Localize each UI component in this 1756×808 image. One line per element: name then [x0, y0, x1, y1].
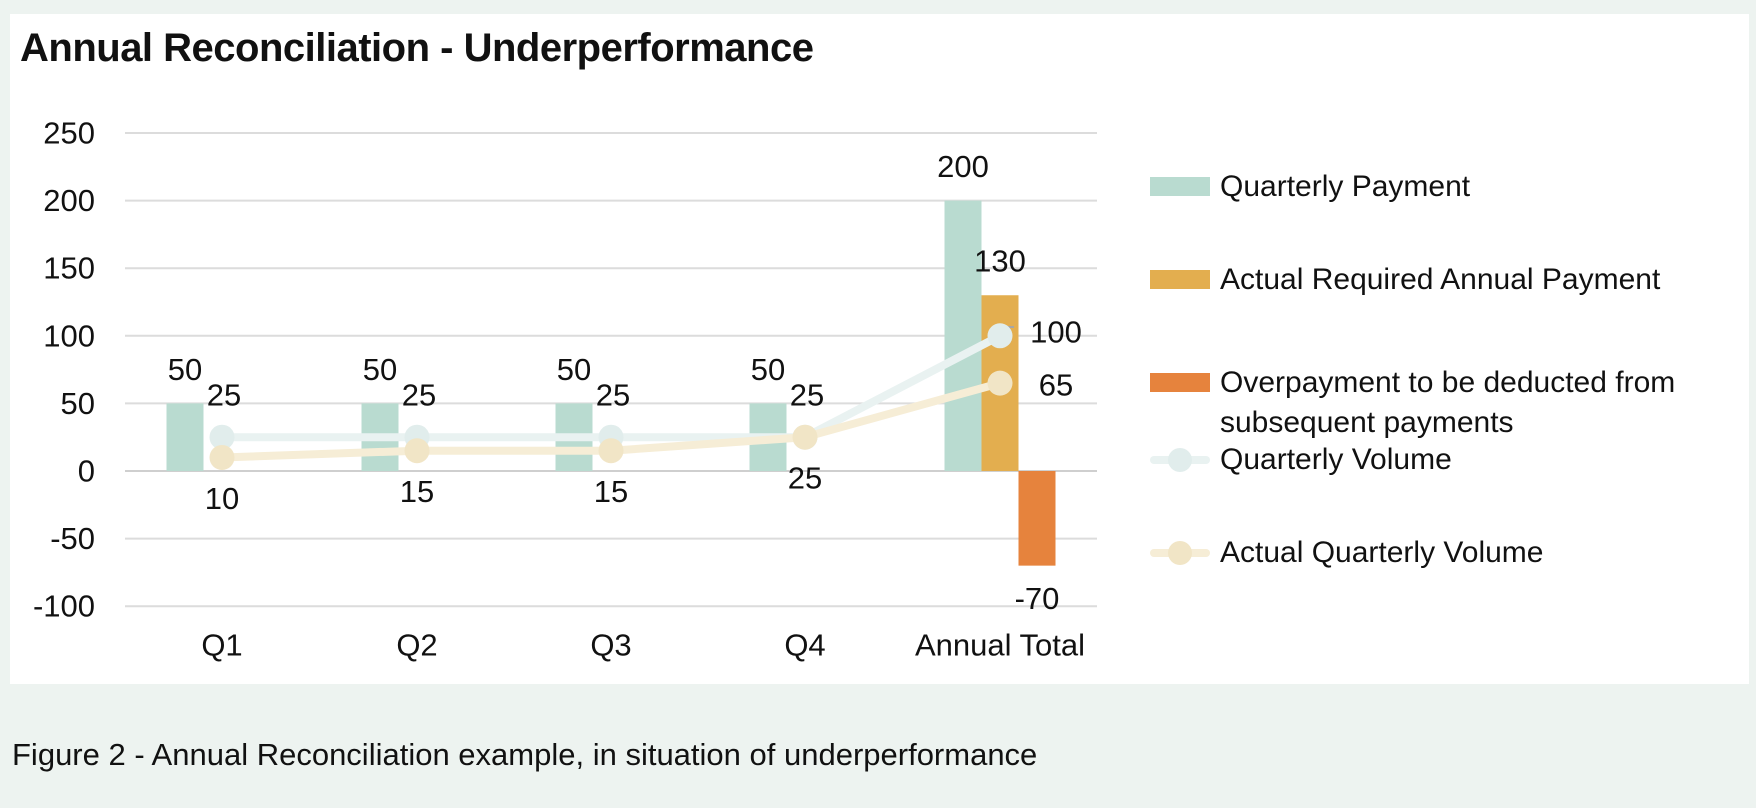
- line-data-label: 25: [207, 378, 241, 413]
- line-marker: [987, 323, 1013, 349]
- y-tick-label: 0: [78, 454, 95, 489]
- figure-caption: Figure 2 - Annual Reconciliation example…: [12, 737, 1038, 772]
- bar-data-label: 130: [974, 244, 1026, 279]
- line-data-label: 25: [790, 378, 824, 413]
- chart-canvas: 250 200 150 100 50 0 -50 -100 Q1 Q2 Q3 Q4 Annual Tot…: [33, 116, 1097, 663]
- line-data-label: 100: [1030, 314, 1082, 349]
- y-tick-label: -50: [50, 521, 95, 556]
- line-marker: [598, 438, 624, 464]
- line-marker: [209, 424, 235, 450]
- line-data-label: 10: [205, 481, 239, 516]
- x-category-label: Q4: [784, 628, 825, 663]
- y-tick-label: -100: [33, 589, 95, 624]
- line-data-label: 25: [402, 378, 436, 413]
- line-marker: [987, 370, 1013, 396]
- line-data-label: 65: [1039, 368, 1073, 403]
- x-category-label: Q2: [396, 628, 437, 663]
- bar: [944, 200, 982, 471]
- y-tick-label: 100: [43, 318, 95, 353]
- bar-data-label: 50: [168, 352, 202, 387]
- x-category-label: Annual Total: [915, 628, 1085, 663]
- line-data-label: 15: [594, 474, 628, 509]
- bar: [166, 403, 204, 471]
- y-tick-label: 50: [61, 386, 95, 421]
- chart-title: Annual Reconciliation - Underperformance: [20, 26, 814, 70]
- line-marker: [209, 444, 235, 470]
- chart-card: Annual Reconciliation - Underperformance…: [10, 14, 1749, 684]
- y-tick-label: 200: [43, 183, 95, 218]
- bar-data-label: 50: [557, 352, 591, 387]
- x-category-label: Q3: [590, 628, 631, 663]
- line-marker: [404, 438, 430, 464]
- x-category-label: Q1: [201, 628, 242, 663]
- bar: [1018, 471, 1056, 566]
- line-data-label: 25: [596, 378, 630, 413]
- bar-data-label: 50: [363, 352, 397, 387]
- line-data-label: 25: [788, 461, 822, 496]
- line-marker: [792, 424, 818, 450]
- y-tick-label: 250: [43, 116, 95, 151]
- line-data-label: 15: [400, 474, 434, 509]
- y-tick-label: 150: [43, 251, 95, 286]
- bar-data-label: -70: [1015, 581, 1060, 616]
- bar-data-label: 200: [937, 149, 989, 184]
- bar-data-label: 50: [751, 352, 785, 387]
